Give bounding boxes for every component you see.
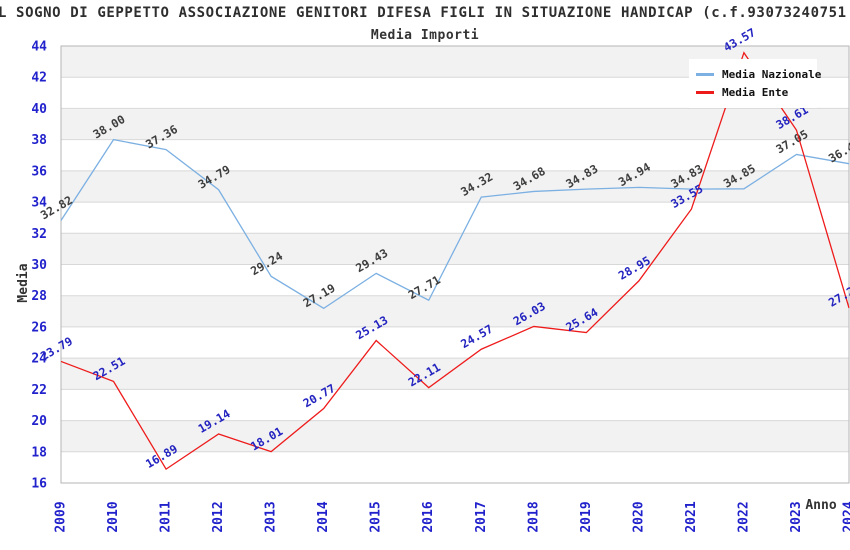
- x-tick-label: 2023: [789, 501, 804, 532]
- x-tick-label: 2011: [159, 501, 174, 532]
- background-band: [61, 139, 849, 171]
- background-band: [61, 170, 849, 203]
- y-tick-label: 38: [31, 133, 47, 148]
- background-band: [61, 295, 849, 327]
- x-tick-label: 2015: [369, 501, 384, 532]
- x-tick-label: 2019: [579, 501, 594, 532]
- x-tick-label: 2013: [264, 501, 279, 532]
- chart-subtitle: Media Importi: [370, 28, 480, 43]
- legend-item-media-nazionale: Media Nazionale: [696, 66, 821, 82]
- y-tick-label: 28: [31, 289, 47, 304]
- plot-frame: [60, 45, 850, 484]
- series-line-media-nazionale: [60, 138, 850, 310]
- background-band: [61, 202, 849, 234]
- chart-title: L SOGNO DI GEPPETTO ASSOCIAZIONE GENITOR…: [0, 5, 847, 21]
- background-band: [61, 389, 849, 421]
- y-axis-title: Media: [16, 263, 31, 302]
- y-tick-label: 36: [31, 164, 47, 179]
- series-line-media-ente: [60, 51, 850, 471]
- x-tick-label: 2014: [316, 501, 331, 532]
- y-tick-label: 22: [31, 383, 47, 398]
- x-tick-label: 2021: [684, 501, 699, 532]
- x-tick-label: 2016: [421, 501, 436, 532]
- x-axis-title: Anno: [805, 498, 836, 513]
- x-tick-label: 2022: [736, 501, 751, 532]
- x-tick-label: 2024: [842, 501, 850, 532]
- legend-label: Media Nazionale: [722, 67, 822, 81]
- x-tick-label: 2009: [54, 501, 69, 532]
- legend: Media Nazionale Media Ente: [689, 59, 821, 108]
- y-tick-label: 24: [31, 352, 47, 367]
- x-tick-label: 2020: [631, 501, 646, 532]
- media-nazionale-line-swatch: [696, 72, 714, 76]
- y-tick-label: 32: [31, 227, 47, 242]
- x-tick-label: 2017: [474, 501, 489, 532]
- background-band: [61, 264, 849, 296]
- y-tick-label: 26: [31, 320, 47, 335]
- legend-item-media-ente: Media Ente: [696, 84, 810, 100]
- y-tick-label: 34: [31, 196, 47, 211]
- y-tick-label: 30: [31, 258, 47, 273]
- x-tick-label: 2010: [106, 501, 121, 532]
- y-tick-label: 18: [31, 445, 47, 460]
- background-band: [61, 108, 849, 140]
- media-ente-line-swatch: [696, 90, 714, 94]
- background-band: [61, 358, 849, 390]
- y-tick-label: 16: [31, 477, 47, 492]
- y-tick-label: 44: [31, 40, 47, 55]
- y-tick-label: 40: [31, 102, 47, 117]
- y-tick-label: 42: [31, 71, 47, 86]
- x-tick-label: 2018: [526, 501, 541, 532]
- y-tick-label: 20: [31, 414, 47, 429]
- background-band: [61, 326, 849, 359]
- x-tick-label: 2012: [211, 501, 226, 532]
- background-band: [61, 451, 849, 483]
- legend-label: Media Ente: [722, 85, 789, 99]
- background-band: [61, 420, 849, 452]
